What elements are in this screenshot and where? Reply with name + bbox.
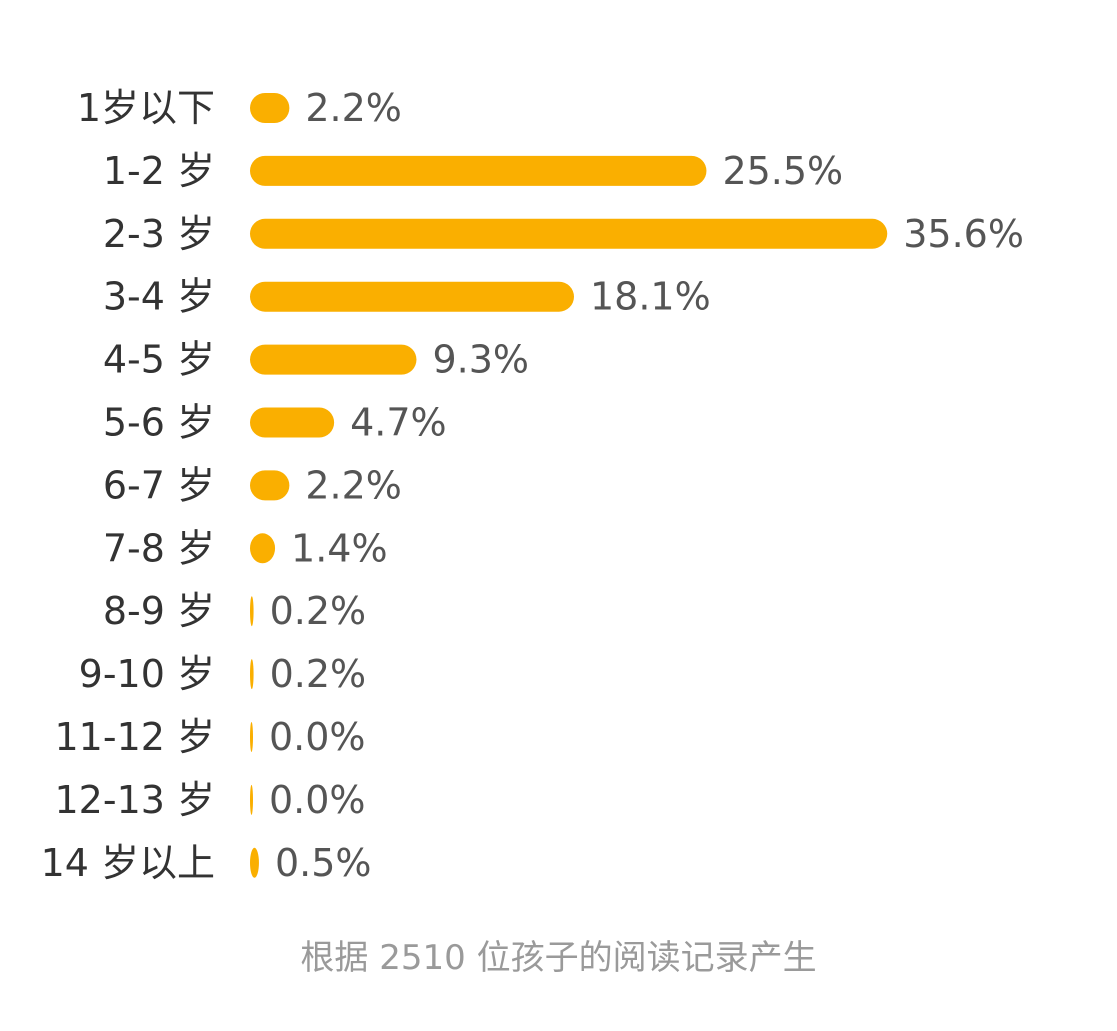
value-label: 9.3% [432, 338, 529, 382]
category-label: 12-13 岁 [55, 778, 216, 822]
category-label: 11-12 岁 [55, 715, 216, 759]
category-label: 5-6 岁 [103, 401, 215, 445]
bar [250, 218, 888, 249]
bar [250, 470, 290, 501]
value-label: 0.2% [270, 652, 367, 696]
category-label: 4-5 岁 [103, 338, 215, 382]
bar [250, 596, 254, 627]
category-label: 14 岁以上 [41, 841, 215, 885]
category-label: 9-10 岁 [79, 652, 215, 696]
age-distribution-chart: 1岁以下 2.2% 1-2 岁 25.5% 2-3 岁 35.6% 3-4 岁 18.1% 4-… [41, 86, 1024, 885]
category-label: 8-9 岁 [103, 589, 215, 633]
bar [250, 847, 259, 878]
bar [250, 281, 574, 312]
category-label: 1-2 岁 [103, 149, 215, 193]
bar [250, 407, 335, 438]
value-label: 2.2% [305, 463, 402, 507]
value-label: 18.1% [590, 275, 711, 319]
value-label: 0.0% [269, 778, 366, 822]
value-label: 35.6% [903, 212, 1024, 256]
category-label: 2-3 岁 [103, 212, 215, 256]
value-label: 4.7% [350, 401, 447, 445]
value-label: 0.5% [275, 841, 372, 885]
bar [250, 533, 276, 564]
value-label: 1.4% [291, 526, 388, 570]
value-label: 25.5% [722, 149, 843, 193]
value-label: 0.2% [270, 589, 367, 633]
bar [250, 93, 290, 123]
category-label: 3-4 岁 [103, 275, 215, 319]
bar [250, 659, 254, 690]
value-label: 2.2% [305, 86, 402, 130]
category-label: 6-7 岁 [103, 463, 215, 507]
bar [250, 155, 707, 186]
category-label: 7-8 岁 [103, 526, 215, 570]
bar [250, 344, 417, 375]
bar [250, 722, 253, 752]
value-label: 0.0% [269, 715, 366, 759]
category-label: 1岁以下 [77, 86, 215, 130]
bar [250, 784, 253, 815]
chart-footnote: 根据 2510 位孩子的阅读记录产生 [300, 938, 817, 978]
